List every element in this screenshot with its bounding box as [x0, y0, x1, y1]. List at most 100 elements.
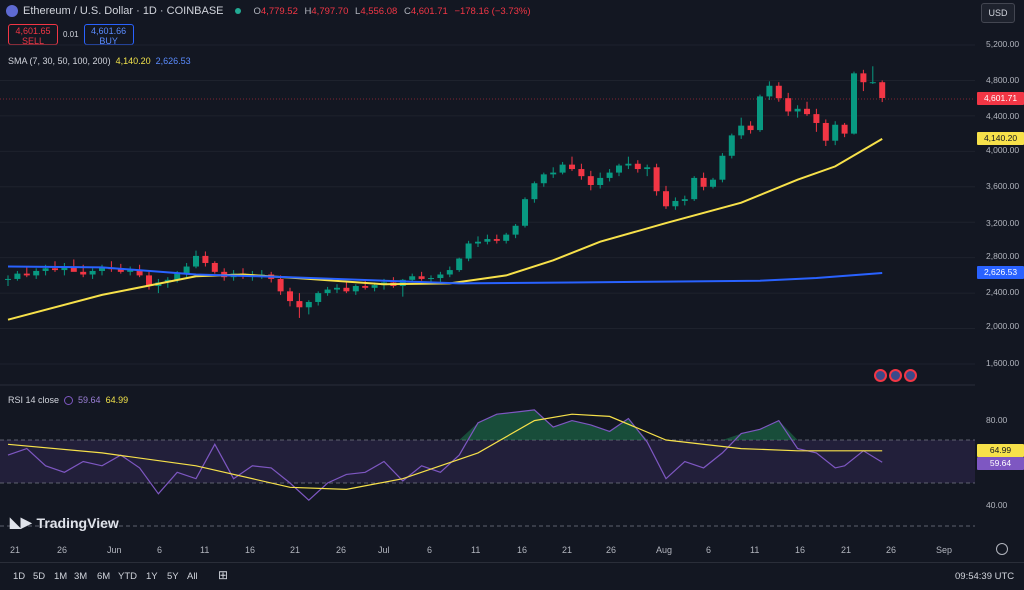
timeframe-button[interactable]: YTD [118, 571, 137, 582]
candle-body [89, 270, 96, 275]
candle-body [409, 276, 416, 280]
rsi-axis-40: 40.00 [986, 500, 1008, 510]
candle-body [371, 285, 378, 288]
time-axis-label: 16 [245, 545, 256, 555]
candle-body [681, 199, 688, 201]
price-axis-label: 2,800.00 [986, 251, 1020, 261]
candle-body [540, 174, 547, 184]
event-flag-icon[interactable] [889, 369, 902, 382]
timeframe-button[interactable]: All [187, 571, 198, 582]
sma-fast-line [7, 138, 883, 321]
sma-fast-tag: 4,140.20 [977, 132, 1024, 145]
candle-body [794, 108, 801, 112]
rsi-line [7, 409, 883, 502]
price-axis-label: 2,000.00 [986, 321, 1020, 331]
candle-body [446, 270, 453, 275]
sma-legend[interactable]: SMA (7, 30, 50, 100, 200) 4,140.20 2,626.5… [8, 56, 191, 66]
candle-body [691, 177, 698, 200]
spread-value: 0.01 [63, 30, 79, 39]
time-axis-label: 26 [886, 545, 897, 555]
candle-body [879, 82, 886, 98]
timeframe-button[interactable]: 1D [13, 571, 26, 582]
candle-body [80, 271, 87, 275]
candle-body [70, 266, 77, 272]
timeframe-button[interactable]: 6M [97, 571, 111, 582]
candle-body [193, 255, 199, 267]
time-axis-label: 11 [200, 545, 210, 555]
candle-body [5, 278, 11, 280]
candle-body [616, 165, 622, 173]
candle-body [747, 125, 754, 131]
candle-body [324, 289, 331, 294]
symbol-title[interactable]: Ethereum / U.S. Dollar · 1D · COINBASE [23, 5, 224, 17]
symbol-header: Ethereum / U.S. Dollar · 1D · COINBASE O… [6, 5, 531, 17]
ohlc-values: O4,779.52 H4,797.70 L4,556.08 C4,601.71 … [253, 5, 531, 17]
candle-body [146, 275, 152, 287]
candle-body [672, 200, 679, 207]
event-markers[interactable] [874, 369, 917, 382]
event-flag-icon[interactable] [874, 369, 887, 382]
chart-canvas[interactable] [0, 0, 975, 545]
rsi-settings-icon[interactable] [64, 395, 74, 405]
rsi-tag: 59.64 [977, 457, 1024, 470]
candle-body [277, 278, 284, 292]
time-axis-label: 11 [750, 545, 760, 555]
candle-body [127, 270, 134, 272]
timeframe-button[interactable]: 1Y [146, 571, 158, 582]
time-axis-label: 26 [606, 545, 617, 555]
candle-body [663, 191, 669, 207]
candle-body [343, 287, 350, 292]
candle-body [625, 163, 632, 166]
time-axis-label: 26 [57, 545, 68, 555]
candle-body [465, 243, 472, 259]
price-axis-label: 1,600.00 [986, 358, 1020, 368]
candle-body [766, 85, 773, 97]
candle-body [531, 183, 538, 200]
event-flag-icon[interactable] [904, 369, 917, 382]
timeframe-button[interactable]: 5Y [167, 571, 179, 582]
price-axis-label: 4,800.00 [986, 75, 1020, 85]
candle-body [569, 164, 575, 170]
candle-body [202, 255, 209, 263]
candle-body [61, 266, 68, 271]
candle-body [23, 273, 30, 276]
price-axis-label: 4,000.00 [986, 145, 1020, 155]
timeframe-button[interactable]: 3M [74, 571, 88, 582]
candle-body [841, 124, 848, 134]
market-status-icon [234, 8, 241, 14]
rsi-ma-tag: 64.99 [977, 444, 1024, 457]
time-axis-label: Jul [378, 545, 390, 555]
rsi-ma-line [7, 413, 883, 491]
candle-body [719, 155, 726, 180]
time-axis-label: 21 [10, 545, 21, 555]
candle-body [484, 239, 491, 242]
timeframe-button[interactable]: 5D [33, 571, 46, 582]
bottom-toolbar: 1D 5D 1M 3M 6M YTD 1Y 5Y All ⊞ 09:54:39 UTC [0, 562, 1024, 590]
candle-body [287, 291, 293, 302]
price-axis-label: 4,400.00 [986, 111, 1020, 121]
candle-body [362, 286, 369, 288]
currency-selector[interactable]: USD [981, 3, 1015, 23]
candle-body [738, 125, 745, 136]
rsi-legend[interactable]: RSI 14 close 59.64 64.99 [8, 395, 129, 405]
date-range-icon[interactable]: ⊞ [218, 568, 229, 582]
candle-body [42, 268, 49, 271]
sma-slow-line [7, 265, 883, 285]
candle-body [334, 287, 340, 290]
time-axis-label: 16 [517, 545, 528, 555]
clock-display[interactable]: 09:54:39 UTC [955, 571, 1015, 582]
price-gridlines [0, 44, 975, 365]
settings-gear-icon[interactable] [996, 543, 1008, 555]
time-axis-label: 21 [562, 545, 573, 555]
candle-body [869, 82, 876, 84]
tradingview-logo: ◣▶ TradingView [10, 514, 119, 531]
candle-body [728, 135, 735, 156]
candle-body [512, 225, 519, 235]
candle-body [428, 278, 434, 280]
candle-body [606, 172, 613, 178]
candle-body [211, 262, 218, 272]
candle-body [296, 301, 303, 308]
candle-body [399, 279, 406, 287]
timeframe-button[interactable]: 1M [54, 571, 68, 582]
time-axis-label: Jun [107, 545, 122, 555]
